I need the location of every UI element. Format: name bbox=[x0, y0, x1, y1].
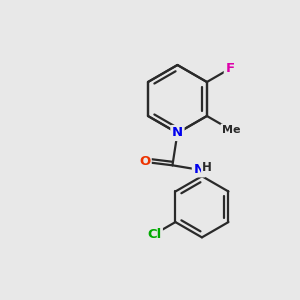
Text: N: N bbox=[194, 163, 205, 176]
Text: N: N bbox=[172, 127, 183, 140]
Text: O: O bbox=[139, 155, 150, 168]
Text: H: H bbox=[202, 161, 212, 174]
Text: Cl: Cl bbox=[147, 228, 161, 241]
Text: F: F bbox=[225, 62, 234, 75]
Text: Me: Me bbox=[222, 125, 240, 135]
